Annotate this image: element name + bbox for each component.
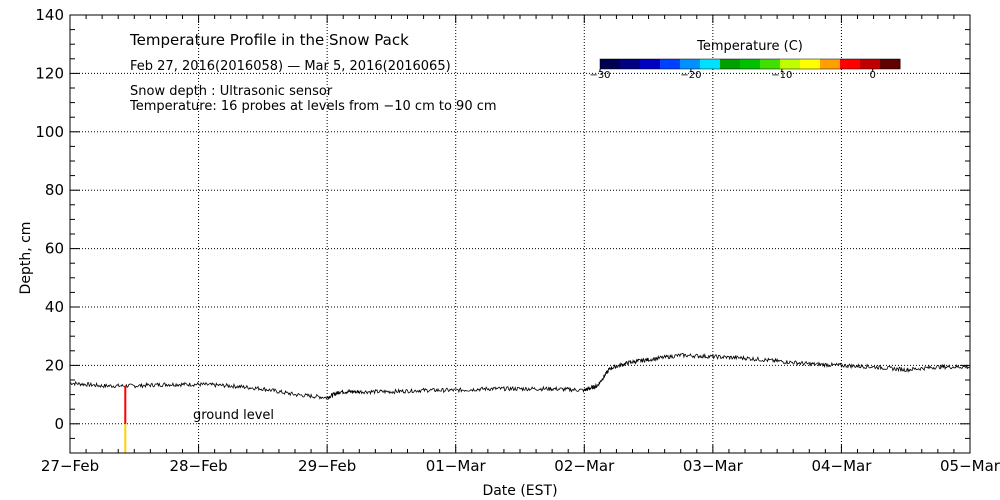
axis-ticks: 27−Feb 28−Feb 29−Feb 01−Mar 02−Mar 03−Mar 04−M… — [35, 6, 1000, 475]
colorbar-cell — [640, 59, 661, 69]
y-tick-label: 80 — [45, 181, 64, 199]
y-tick-label: 0 — [54, 415, 64, 433]
colorbar-tick-label: −20 — [680, 70, 701, 81]
y-tick-label: 120 — [35, 64, 64, 82]
x-tick-label: 03−Mar — [683, 457, 744, 475]
colorbar-title: Temperature (C) — [696, 39, 803, 54]
colorbar-cell — [840, 59, 861, 69]
colorbar-cell — [780, 59, 801, 69]
colorbar-cell — [680, 59, 701, 69]
colorbar-tick-label: −10 — [771, 70, 792, 81]
colorbar-cells — [599, 58, 901, 70]
series-layer — [69, 352, 971, 453]
chart-title: Temperature Profile in the Snow Pack — [129, 31, 409, 49]
plot-frame — [69, 14, 971, 454]
colorbar-tick-label: −30 — [589, 70, 610, 81]
grid-lines — [70, 15, 970, 453]
colorbar-cell — [700, 59, 721, 69]
y-tick-label: 20 — [45, 356, 64, 374]
y-tick-label: 140 — [35, 6, 64, 24]
colorbar-cell — [800, 59, 821, 69]
y-tick-label: 100 — [35, 123, 64, 141]
colorbar-ticks: −30 −20 −10 0 — [589, 69, 876, 81]
colorbar-tick-label: 0 — [870, 70, 876, 81]
colorbar-cell — [660, 59, 681, 69]
colorbar-cell — [760, 59, 781, 69]
x-tick-label: 27−Feb — [41, 457, 99, 475]
y-tick-label: 60 — [45, 240, 64, 258]
x-tick-label: 29−Feb — [298, 457, 356, 475]
colorbar-cell — [880, 59, 901, 69]
x-tick-label: 05−Mar — [940, 457, 1000, 475]
x-tick-label: 28−Feb — [169, 457, 227, 475]
colorbar-border — [599, 58, 901, 70]
colorbar-cell — [860, 59, 881, 69]
snow-depth-line — [69, 352, 971, 400]
y-tick-label: 40 — [45, 298, 64, 316]
annotation-snow-depth: Snow depth : Ultrasonic sensor — [130, 84, 333, 99]
x-axis-title: Date (EST) — [482, 483, 557, 499]
colorbar-cell — [600, 59, 621, 69]
x-tick-label: 01−Mar — [426, 457, 487, 475]
colorbar-cell — [740, 59, 761, 69]
annotation-temperature: Temperature: 16 probes at levels from −1… — [129, 99, 497, 114]
ground-level-label: ground level — [193, 408, 274, 423]
colorbar-cell — [620, 59, 641, 69]
colorbar-cell — [820, 59, 841, 69]
chart-subtitle: Feb 27, 2016(2016058) — Mar 5, 2016(2016… — [130, 59, 451, 74]
x-tick-label: 04−Mar — [811, 457, 872, 475]
colorbar-cell — [720, 59, 741, 69]
y-axis-title: Depth, cm — [18, 222, 34, 295]
x-tick-label: 02−Mar — [554, 457, 615, 475]
colorbar: Temperature (C) −30 −20 −10 0 — [589, 39, 901, 81]
